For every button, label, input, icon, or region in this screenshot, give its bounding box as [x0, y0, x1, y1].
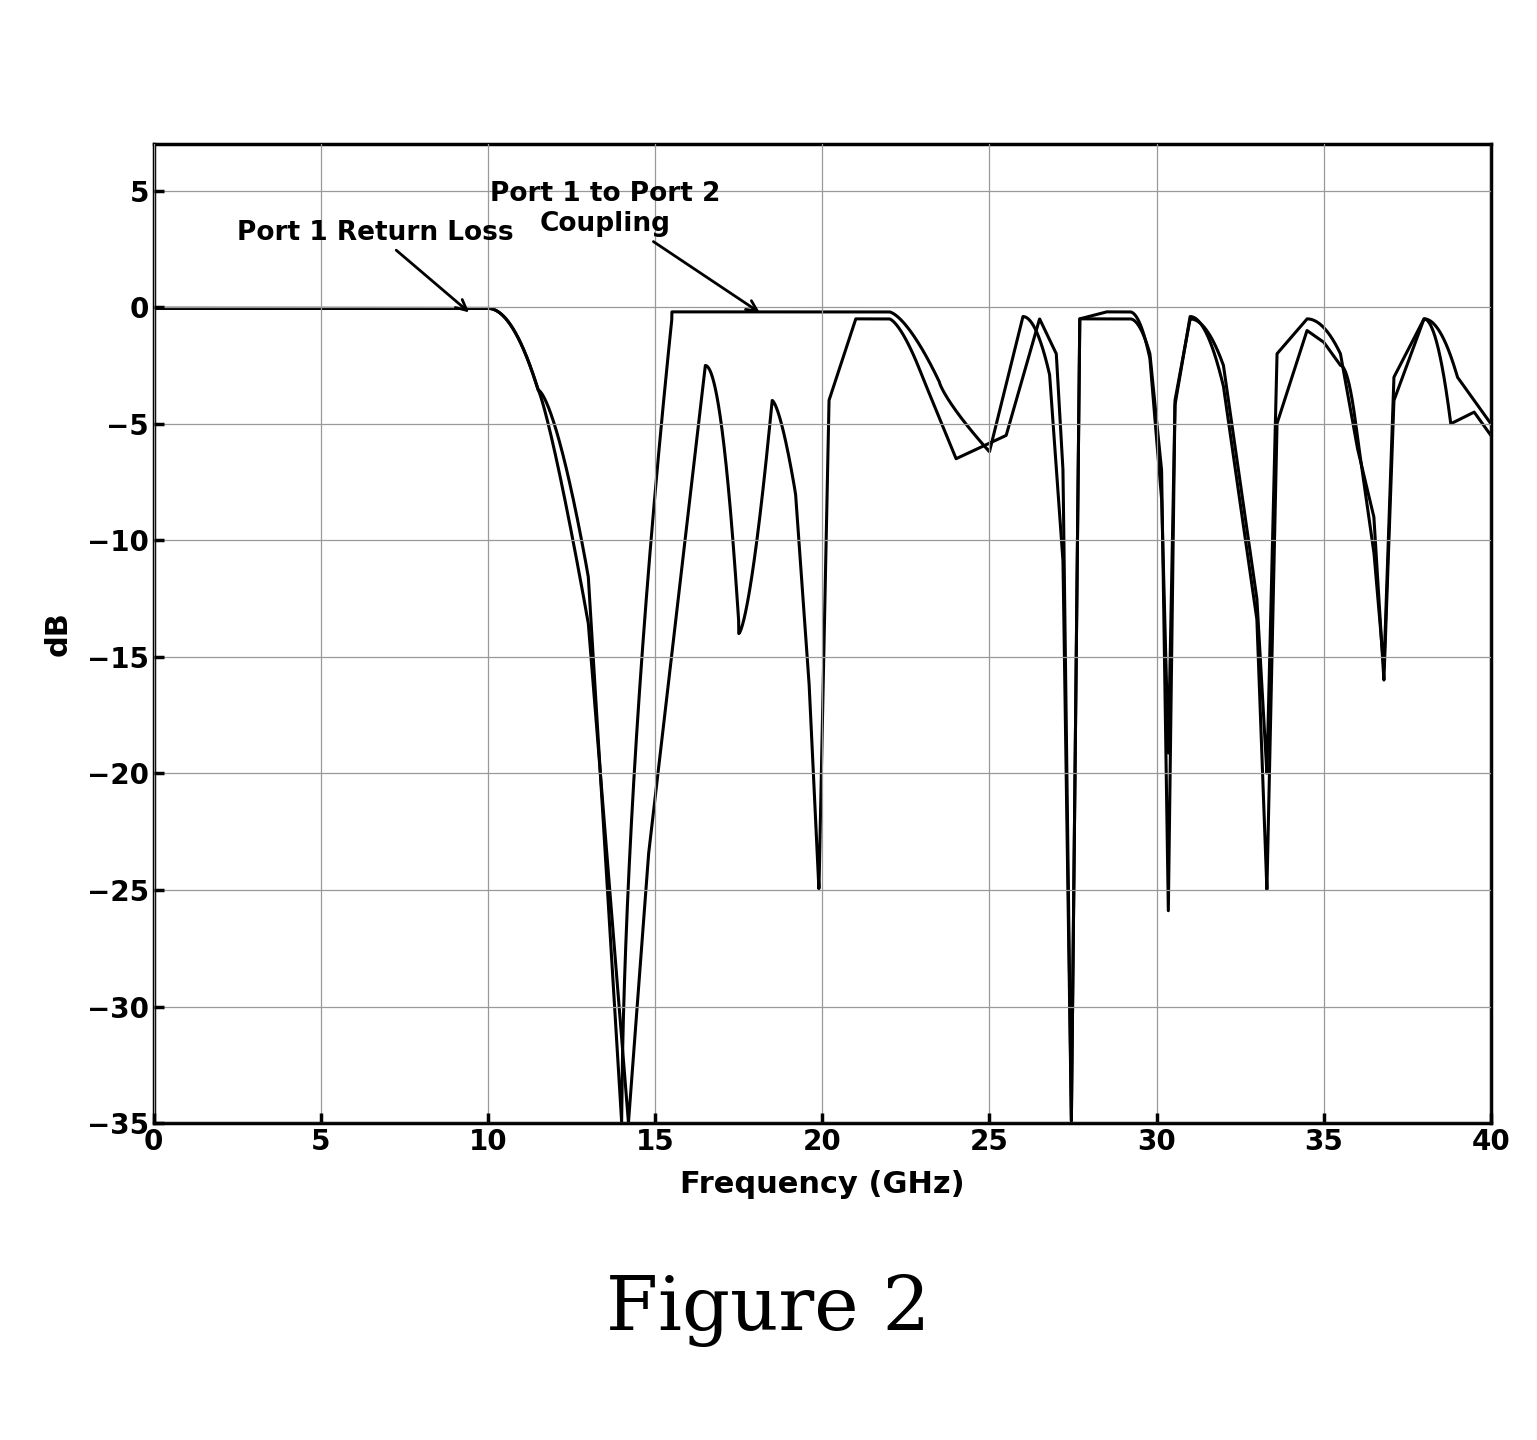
Y-axis label: dB: dB: [45, 611, 72, 657]
Text: Port 1 to Port 2
Coupling: Port 1 to Port 2 Coupling: [490, 181, 758, 311]
Text: Figure 2: Figure 2: [607, 1274, 930, 1346]
X-axis label: Frequency (GHz): Frequency (GHz): [679, 1169, 965, 1200]
Text: Port 1 Return Loss: Port 1 Return Loss: [237, 219, 513, 311]
